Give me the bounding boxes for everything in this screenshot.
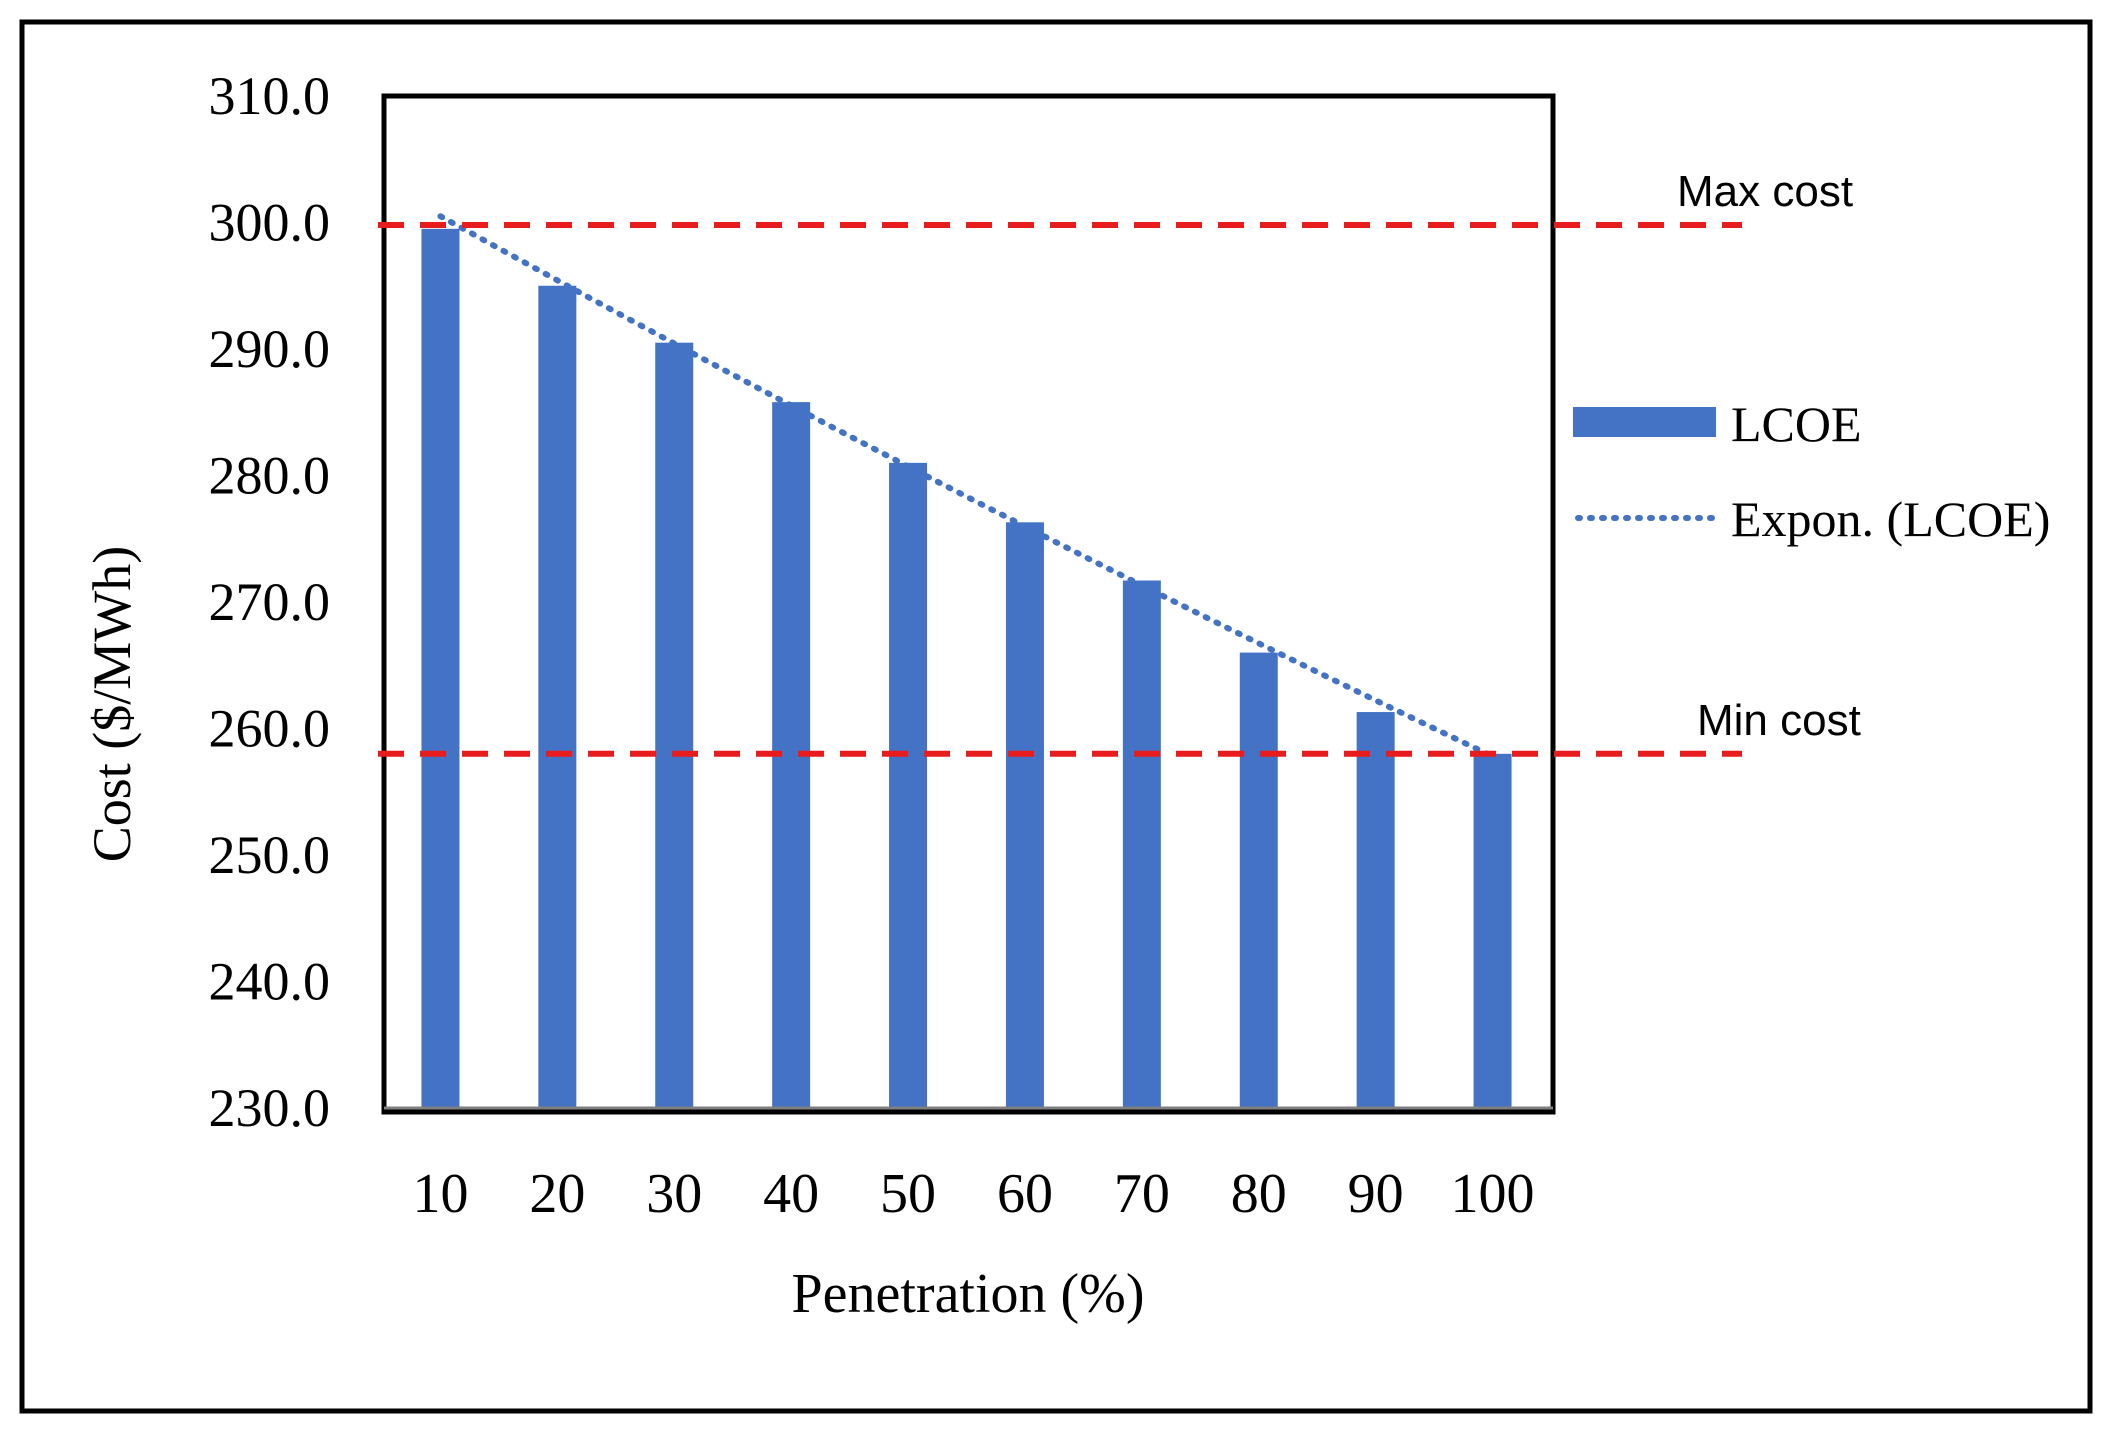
reference-label-min-cost: Min cost xyxy=(1697,696,1861,745)
legend-expon-label: Expon. (LCOE) xyxy=(1731,491,2050,547)
x-tick-label: 80 xyxy=(1231,1163,1287,1225)
x-tick-label: 60 xyxy=(997,1163,1053,1225)
x-axis-title: Penetration (%) xyxy=(792,1263,1145,1325)
y-tick-label: 250.0 xyxy=(209,825,331,885)
bar-lcoe-100 xyxy=(1473,753,1512,1108)
bar-lcoe-60 xyxy=(1005,522,1044,1108)
x-tick-label: 30 xyxy=(646,1163,702,1225)
y-tick-label: 310.0 xyxy=(209,66,331,126)
x-tick-label: 50 xyxy=(880,1163,936,1225)
bar-lcoe-30 xyxy=(655,342,694,1108)
bar-lcoe-50 xyxy=(889,462,928,1109)
bar-lcoe-20 xyxy=(538,285,577,1108)
x-tick-label: 90 xyxy=(1348,1163,1404,1225)
y-tick-label: 240.0 xyxy=(209,952,331,1012)
y-tick-label: 290.0 xyxy=(209,319,331,379)
x-tick-label: 70 xyxy=(1114,1163,1170,1225)
x-tick-label: 40 xyxy=(763,1163,819,1225)
x-tick-label: 20 xyxy=(529,1163,585,1225)
trendline-expon-lcoe xyxy=(437,213,1496,760)
legend-lcoe-swatch xyxy=(1573,407,1716,437)
bar-lcoe-80 xyxy=(1239,652,1278,1108)
x-tick-label: 10 xyxy=(412,1163,468,1225)
y-tick-label: 260.0 xyxy=(209,699,331,759)
bar-lcoe-70 xyxy=(1122,580,1161,1108)
bar-lcoe-10 xyxy=(421,228,460,1108)
x-tick-label: 100 xyxy=(1451,1163,1535,1225)
y-axis-title: Cost ($/MWh) xyxy=(82,546,142,863)
y-tick-label: 280.0 xyxy=(209,446,331,506)
y-tick-label: 300.0 xyxy=(209,193,331,253)
bar-lcoe-90 xyxy=(1356,712,1395,1108)
y-tick-label: 270.0 xyxy=(209,572,331,632)
y-tick-label: 230.0 xyxy=(209,1078,331,1138)
reference-label-max-cost: Max cost xyxy=(1677,167,1853,216)
legend-lcoe-label: LCOE xyxy=(1731,396,1862,452)
